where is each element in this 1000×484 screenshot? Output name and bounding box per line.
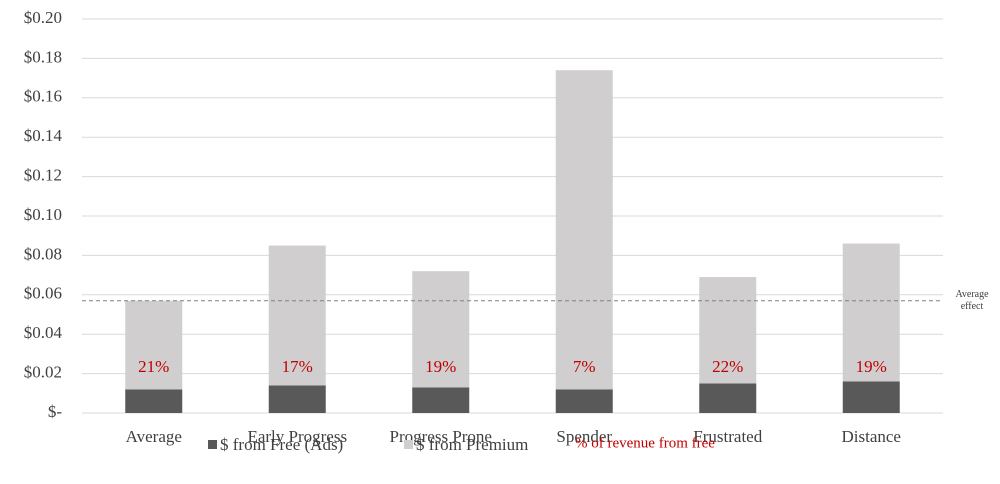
y-tick-label: $0.18 <box>24 47 62 66</box>
percent-label: 22% <box>712 357 743 376</box>
y-tick-label: $0.20 <box>24 8 62 27</box>
x-tick-label: Spender <box>556 427 612 446</box>
percent-label: 19% <box>856 357 887 376</box>
bar-segment <box>555 389 613 413</box>
y-tick-label: $0.10 <box>24 205 62 224</box>
percent-label: 7% <box>573 357 596 376</box>
bar-segment <box>699 277 757 384</box>
legend-label: $ from Free (Ads) <box>220 435 343 454</box>
reference-label: effect <box>961 301 984 312</box>
reference-label: Average <box>955 289 989 300</box>
bar-segment <box>699 383 757 413</box>
legend-label: $ from Premium <box>416 435 528 454</box>
bar-segment <box>268 385 326 413</box>
x-tick-label: Progress Prone <box>390 427 492 446</box>
x-tick-label: Distance <box>842 427 901 446</box>
legend-swatch <box>404 440 413 449</box>
y-tick-label: $0.06 <box>24 284 62 303</box>
legend-label: % of revenue from free <box>575 435 715 451</box>
bar-segment <box>842 243 900 382</box>
percent-label: 19% <box>425 357 456 376</box>
y-tick-label: $0.02 <box>24 363 62 382</box>
y-tick-label: $0.14 <box>24 126 63 145</box>
y-tick-label: $- <box>48 402 63 421</box>
x-tick-label: Average <box>126 427 182 446</box>
bar-segment <box>412 271 470 388</box>
y-tick-label: $0.04 <box>24 323 63 342</box>
bar-segment <box>555 70 613 390</box>
y-tick-label: $0.16 <box>24 87 62 106</box>
x-tick-label: Early Progress <box>247 427 347 446</box>
y-tick-label: $0.08 <box>24 244 62 263</box>
bar-segment <box>268 245 326 386</box>
bar-segment <box>412 387 470 413</box>
bar-segment <box>125 300 183 390</box>
x-tick-label: Frustrated <box>693 427 762 446</box>
percent-label: 17% <box>282 357 313 376</box>
legend-swatch <box>208 440 217 449</box>
percent-label: 21% <box>138 357 169 376</box>
y-tick-label: $0.12 <box>24 166 62 185</box>
bar-segment <box>125 389 183 413</box>
bar-segment <box>842 381 900 413</box>
